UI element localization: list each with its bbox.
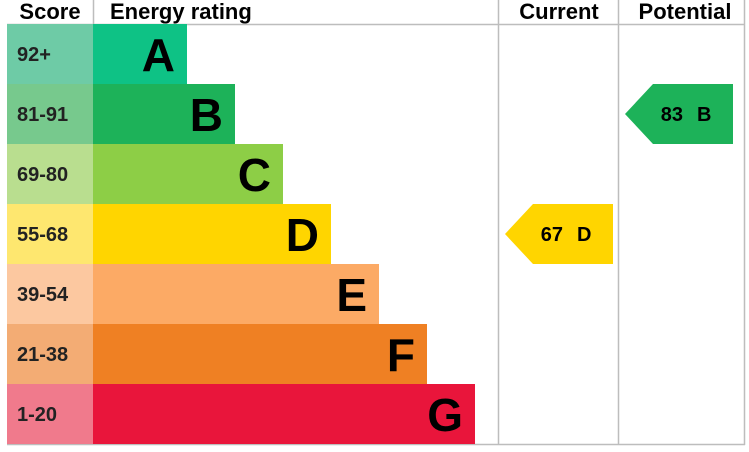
band-bar-a (93, 24, 187, 84)
band-letter-c: C (238, 149, 271, 201)
current-header: Current (519, 0, 599, 24)
band-letter-b: B (190, 89, 223, 141)
current-rating-value: 67 (541, 224, 563, 246)
band-letter-d: D (286, 209, 319, 261)
band-letter-g: G (427, 389, 463, 441)
score-cell-d (7, 204, 93, 264)
current-rating-band: D (577, 224, 591, 246)
band-bar-e (93, 264, 379, 324)
score-label-b: 81-91 (17, 104, 68, 126)
score-label-f: 21-38 (17, 344, 68, 366)
band-bar-f (93, 324, 427, 384)
current-rating-arrow (505, 204, 613, 264)
score-cell-g (7, 384, 93, 444)
potential-rating-value: 83 (661, 104, 683, 126)
rating-arrows: 67 D 83 B (505, 84, 733, 264)
potential-header: Potential (639, 0, 732, 24)
potential-rating-band: B (697, 104, 711, 126)
band-letter-a: A (142, 29, 175, 81)
band-bar-c (93, 144, 283, 204)
potential-rating-arrow (625, 84, 733, 144)
band-bar-b (93, 84, 235, 144)
band-bar-g (93, 384, 475, 444)
score-cell-b (7, 84, 93, 144)
score-cell-a (7, 24, 93, 84)
score-label-d: 55-68 (17, 224, 68, 246)
score-label-g: 1-20 (17, 404, 57, 426)
score-cell-c (7, 144, 93, 204)
score-header: Score (19, 0, 80, 24)
score-label-e: 39-54 (17, 284, 69, 306)
energy-rating-header: Energy rating (110, 0, 252, 24)
score-label-c: 69-80 (17, 164, 68, 186)
band-letter-e: E (336, 269, 367, 321)
score-label-a: 92+ (17, 44, 51, 66)
rating-bands: 92+ A 81-91 B 69-80 C 55-68 D 39-54 E 21-38 F 1-20 G (7, 24, 475, 444)
band-letter-f: F (387, 329, 415, 381)
band-bar-d (93, 204, 331, 264)
score-cell-f (7, 324, 93, 384)
score-cell-e (7, 264, 93, 324)
